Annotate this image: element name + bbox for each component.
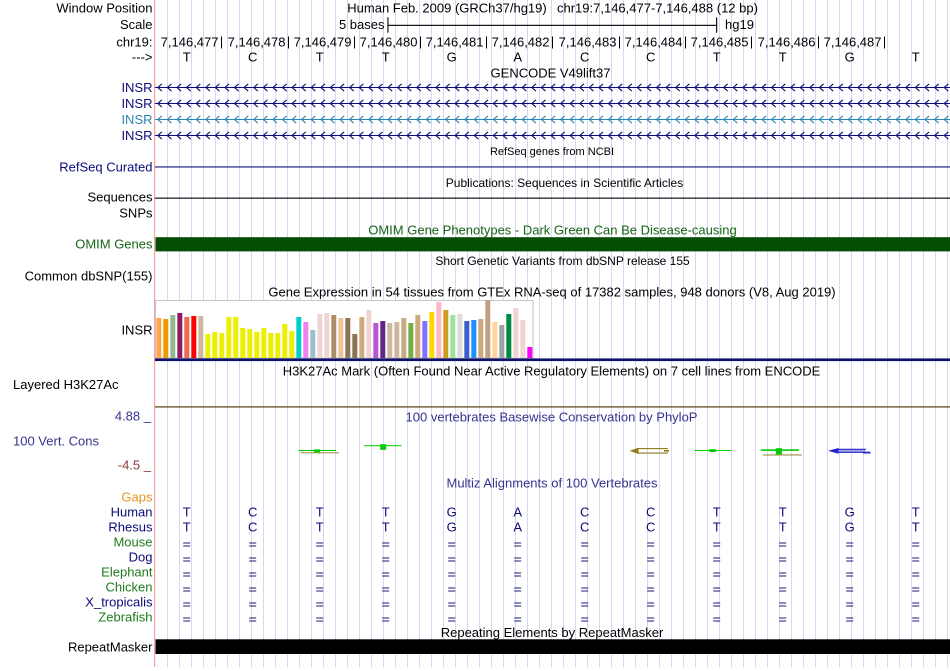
svg-text:7,146,485: 7,146,485 xyxy=(691,35,749,50)
svg-text:4.88 _: 4.88 _ xyxy=(115,409,152,424)
svg-text:OMIM Genes: OMIM Genes xyxy=(75,237,153,252)
svg-text:T: T xyxy=(779,520,787,535)
svg-text:C: C xyxy=(646,505,655,520)
svg-text:T: T xyxy=(316,520,324,535)
svg-text:RefSeq genes from NCBI: RefSeq genes from NCBI xyxy=(490,146,614,158)
svg-text:100 Vert. Cons: 100 Vert. Cons xyxy=(13,434,99,449)
svg-text:7,146,486: 7,146,486 xyxy=(758,35,816,50)
svg-text:SNPs: SNPs xyxy=(119,206,153,221)
svg-text:INSR: INSR xyxy=(121,96,152,111)
svg-text:A: A xyxy=(513,50,522,65)
svg-text:C: C xyxy=(580,520,589,535)
svg-text:7,146,487: 7,146,487 xyxy=(824,35,882,50)
svg-text:INSR: INSR xyxy=(121,128,152,143)
svg-text:G: G xyxy=(845,520,855,535)
svg-text:G: G xyxy=(447,505,457,520)
svg-text:T: T xyxy=(912,505,920,520)
svg-text:Layered H3K27Ac: Layered H3K27Ac xyxy=(13,377,119,392)
svg-text:Human: Human xyxy=(111,505,153,520)
svg-text:T: T xyxy=(713,505,721,520)
svg-text:7,146,483: 7,146,483 xyxy=(559,35,617,50)
svg-text:T: T xyxy=(779,50,787,65)
svg-text:100 vertebrates Basewise Conse: 100 vertebrates Basewise Conservation by… xyxy=(406,410,698,425)
svg-text:G: G xyxy=(447,520,457,535)
svg-text:T: T xyxy=(382,50,390,65)
svg-text:T: T xyxy=(316,505,324,520)
svg-text:Rhesus: Rhesus xyxy=(108,520,153,535)
svg-text:7,146,480: 7,146,480 xyxy=(360,35,418,50)
svg-text:Dog: Dog xyxy=(129,550,153,565)
svg-text:T: T xyxy=(779,505,787,520)
svg-text:T: T xyxy=(183,520,191,535)
svg-text:H3K27Ac Mark (Often Found Near: H3K27Ac Mark (Often Found Near Active Re… xyxy=(283,364,821,379)
svg-text:C: C xyxy=(248,520,257,535)
svg-text:7,146,479: 7,146,479 xyxy=(294,35,352,50)
svg-text:INSR: INSR xyxy=(121,322,152,337)
svg-text:T: T xyxy=(316,50,324,65)
svg-text:GENCODE V49lift37: GENCODE V49lift37 xyxy=(491,66,611,81)
svg-text:7,146,484: 7,146,484 xyxy=(625,35,683,50)
svg-text:T: T xyxy=(912,520,920,535)
svg-text:T: T xyxy=(713,520,721,535)
svg-text:C: C xyxy=(646,520,655,535)
svg-text:Chicken: Chicken xyxy=(106,580,153,595)
svg-text:Elephant: Elephant xyxy=(101,565,153,580)
svg-text:INSR: INSR xyxy=(121,80,152,95)
svg-text:T: T xyxy=(183,505,191,520)
svg-text:Zebrafish: Zebrafish xyxy=(98,610,152,625)
svg-text:Gene Expression in 54 tissues: Gene Expression in 54 tissues from GTEx … xyxy=(268,285,835,300)
svg-text:Scale: Scale xyxy=(120,17,153,32)
svg-text:X_tropicalis: X_tropicalis xyxy=(85,595,153,610)
svg-text:7,146,482: 7,146,482 xyxy=(492,35,550,50)
svg-text:T: T xyxy=(183,50,191,65)
svg-text:Short Genetic Variants from db: Short Genetic Variants from dbSNP releas… xyxy=(435,254,690,268)
svg-text:7,146,481: 7,146,481 xyxy=(426,35,484,50)
svg-text:A: A xyxy=(513,520,522,535)
svg-text:Multiz Alignments of 100 Verte: Multiz Alignments of 100 Vertebrates xyxy=(446,476,658,491)
svg-text:RefSeq Curated: RefSeq Curated xyxy=(59,160,152,175)
svg-text:RepeatMasker: RepeatMasker xyxy=(68,640,153,655)
svg-text:Common dbSNP(155): Common dbSNP(155) xyxy=(25,269,153,284)
svg-text:chr19:: chr19: xyxy=(116,35,152,50)
svg-text:Human Feb. 2009 (GRCh37/hg19): Human Feb. 2009 (GRCh37/hg19) xyxy=(347,1,546,16)
svg-text:T: T xyxy=(713,50,721,65)
svg-text:T: T xyxy=(912,50,920,65)
svg-text:--->: ---> xyxy=(132,50,153,65)
svg-text:Repeating Elements by RepeatMa: Repeating Elements by RepeatMasker xyxy=(441,625,664,640)
svg-text:Gaps: Gaps xyxy=(121,490,153,505)
svg-text:Mouse: Mouse xyxy=(113,535,152,550)
svg-text:G: G xyxy=(845,505,855,520)
svg-text:G: G xyxy=(845,50,855,65)
svg-text:C: C xyxy=(248,50,257,65)
svg-text:-4.5 _: -4.5 _ xyxy=(118,458,152,473)
svg-text:chr19:7,146,477-7,146,488 (12: chr19:7,146,477-7,146,488 (12 bp) xyxy=(557,1,758,16)
svg-text:7,146,477: 7,146,477 xyxy=(161,35,219,50)
svg-text:C: C xyxy=(646,50,655,65)
svg-text:5 bases: 5 bases xyxy=(339,17,385,32)
svg-text:A: A xyxy=(513,505,522,520)
svg-text:C: C xyxy=(580,505,589,520)
svg-text:T: T xyxy=(382,520,390,535)
svg-text:Publications: Sequences in Sci: Publications: Sequences in Scientific Ar… xyxy=(446,176,683,190)
svg-text:hg19: hg19 xyxy=(725,17,754,32)
svg-text:7,146,478: 7,146,478 xyxy=(228,35,286,50)
svg-text:Sequences: Sequences xyxy=(87,190,153,205)
svg-text:OMIM Gene Phenotypes - Dark Gr: OMIM Gene Phenotypes - Dark Green Can Be… xyxy=(368,223,737,238)
svg-text:T: T xyxy=(382,505,390,520)
svg-text:C: C xyxy=(580,50,589,65)
svg-text:Window Position: Window Position xyxy=(56,1,152,16)
svg-text:INSR: INSR xyxy=(121,112,152,127)
svg-text:C: C xyxy=(248,505,257,520)
svg-text:G: G xyxy=(447,50,457,65)
